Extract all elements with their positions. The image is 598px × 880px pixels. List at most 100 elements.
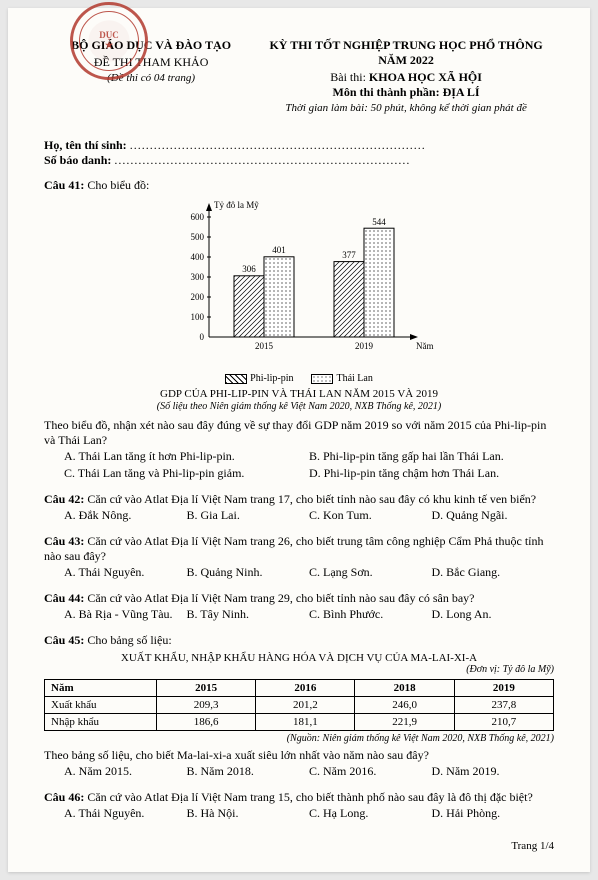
q45-b: B. Năm 2018. [187, 763, 310, 780]
q41-question: Theo biểu đồ, nhận xét nào sau đây đúng … [44, 418, 554, 448]
id-label: Số báo danh: [44, 153, 111, 167]
q43-b: B. Quảng Ninh. [187, 564, 310, 581]
svg-text:400: 400 [191, 252, 205, 262]
svg-text:401: 401 [272, 245, 286, 255]
q44-b: B. Tây Ninh. [187, 606, 310, 623]
q41-text: Cho biểu đồ: [87, 178, 149, 192]
q41-d: D. Phi-lip-pin tăng chậm hơn Thái Lan. [309, 465, 554, 482]
legend-ph: Phi-lip-pin [250, 373, 293, 384]
q42-c: C. Kon Tum. [309, 507, 432, 524]
legend-dots-icon [311, 374, 333, 384]
duration: Thời gian làm bài: 50 phút, không kể thờ… [258, 102, 554, 114]
exam-ref-sub: (Đề thi có 04 trang) [44, 72, 258, 84]
exam-page: DỤC★ BỘ GIÁO DỤC VÀ ĐÀO TẠO ĐỀ THI THAM … [8, 8, 590, 872]
q46-answers: A. Thái Nguyên. B. Hà Nội. C. Hạ Long. D… [64, 805, 554, 822]
q45-d: D. Năm 2019. [432, 763, 555, 780]
exam-title: KỲ THI TỐT NGHIỆP TRUNG HỌC PHỔ THÔNG NĂ… [258, 38, 554, 68]
svg-text:500: 500 [191, 232, 205, 242]
q43-answers: A. Thái Nguyên. B. Quảng Ninh. C. Lạng S… [64, 564, 554, 581]
q44-d: D. Long An. [432, 606, 555, 623]
q41-b: B. Phi-lip-pin tăng gấp hai lần Thái Lan… [309, 448, 554, 465]
q45-label: Câu 45: [44, 633, 84, 647]
name-dots: ........................................… [130, 138, 426, 152]
q43-a: A. Thái Nguyên. [64, 564, 187, 581]
q46-d: D. Hải Phòng. [432, 805, 555, 822]
table-header-row: Năm 2015 2016 2018 2019 [45, 680, 554, 697]
q41-chart-sub: (Số liệu theo Niên giám thống kê Việt Na… [44, 401, 554, 412]
bar-2019-ph [334, 262, 364, 337]
q41-chart: 0 100 200 300 400 500 600 Tỷ đô la Mỹ Nă… [44, 197, 554, 384]
svg-text:100: 100 [191, 312, 205, 322]
table-row: Nhập khẩu 186,6 181,1 221,9 210,7 [45, 714, 554, 731]
page-number: Trang 1/4 [44, 840, 554, 852]
q46-text: Căn cứ vào Atlat Địa lí Việt Nam trang 1… [87, 790, 532, 804]
q41-answers: A. Thái Lan tăng ít hơn Phi-lip-pin. B. … [64, 448, 554, 482]
q45-c: C. Năm 2016. [309, 763, 432, 780]
subject: Môn thi thành phần: ĐỊA LÍ [258, 85, 554, 100]
svg-text:544: 544 [372, 217, 386, 227]
name-label: Họ, tên thí sinh: [44, 138, 127, 152]
question-46: Câu 46: Căn cứ vào Atlat Địa lí Việt Nam… [44, 790, 554, 822]
svg-text:377: 377 [342, 250, 356, 260]
stamp-text: DỤC [99, 30, 119, 40]
chart-legend: Phi-lip-pin Thái Lan [44, 373, 554, 384]
q43-c: C. Lạng Sơn. [309, 564, 432, 581]
th-3: 2018 [355, 680, 454, 697]
question-42: Câu 42: Căn cứ vào Atlat Địa lí Việt Nam… [44, 492, 554, 524]
q43-text: Căn cứ vào Atlat Địa lí Việt Nam trang 2… [44, 534, 543, 563]
th-4: 2019 [454, 680, 553, 697]
q44-answers: A. Bà Rịa - Vũng Tàu. B. Tây Ninh. C. Bì… [64, 606, 554, 623]
candidate-fields: Họ, tên thí sinh: ......................… [44, 138, 554, 168]
q44-a: A. Bà Rịa - Vũng Tàu. [64, 606, 187, 623]
q45-answers: A. Năm 2015. B. Năm 2018. C. Năm 2016. D… [64, 763, 554, 780]
legend-hatch-icon [225, 374, 247, 384]
svg-text:300: 300 [191, 272, 205, 282]
subject-group: KHOA HỌC XÃ HỘI [369, 70, 482, 84]
q42-b: B. Gia Lai. [187, 507, 310, 524]
q45-tbl-title: XUẤT KHẨU, NHẬP KHẨU HÀNG HÓA VÀ DỊCH VỤ… [44, 652, 554, 664]
svg-text:306: 306 [242, 264, 256, 274]
seal-stamp: DỤC★ [70, 2, 148, 80]
question-45: Câu 45: Cho bảng số liệu: XUẤT KHẨU, NHẬ… [44, 633, 554, 780]
svg-text:2015: 2015 [255, 341, 274, 351]
subject-group-label: Bài thi: [330, 70, 369, 84]
q44-label: Câu 44: [44, 591, 84, 605]
svg-text:200: 200 [191, 292, 205, 302]
q43-d: D. Bắc Giang. [432, 564, 555, 581]
q45-tbl-src: (Nguồn: Niên giám thống kê Việt Nam 2020… [44, 733, 554, 744]
q42-text: Căn cứ vào Atlat Địa lí Việt Nam trang 1… [87, 492, 536, 506]
q44-text: Căn cứ vào Atlat Địa lí Việt Nam trang 2… [87, 591, 474, 605]
q41-a: A. Thái Lan tăng ít hơn Phi-lip-pin. [64, 448, 309, 465]
q42-a: A. Đắk Nông. [64, 507, 187, 524]
y-label: Tỷ đô la Mỹ [214, 200, 259, 210]
th-2: 2016 [256, 680, 355, 697]
x-label: Năm [416, 341, 434, 351]
q46-b: B. Hà Nội. [187, 805, 310, 822]
bar-2015-ph [234, 276, 264, 337]
q45-tbl-unit: (Đơn vị: Tỷ đô la Mỹ) [44, 664, 554, 675]
q46-label: Câu 46: [44, 790, 84, 804]
question-41: Câu 41: Cho biểu đồ: [44, 178, 554, 482]
q42-answers: A. Đắk Nông. B. Gia Lai. C. Kon Tum. D. … [64, 507, 554, 524]
th-0: Năm [45, 680, 157, 697]
q44-c: C. Bình Phước. [309, 606, 432, 623]
svg-text:2019: 2019 [355, 341, 374, 351]
bar-2015-th [264, 257, 294, 337]
y-axis: 0 100 200 300 400 500 600 [191, 212, 212, 342]
question-43: Câu 43: Căn cứ vào Atlat Địa lí Việt Nam… [44, 534, 554, 581]
legend-th: Thái Lan [336, 373, 372, 384]
q42-label: Câu 42: [44, 492, 84, 506]
q46-c: C. Hạ Long. [309, 805, 432, 822]
q41-chart-title: GDP CỦA PHI-LIP-PIN VÀ THÁI LAN NĂM 2015… [44, 388, 554, 400]
bar-chart-svg: 0 100 200 300 400 500 600 Tỷ đô la Mỹ Nă… [164, 197, 434, 367]
q46-a: A. Thái Nguyên. [64, 805, 187, 822]
th-1: 2015 [156, 680, 255, 697]
q41-c: C. Thái Lan tăng và Phi-lip-pin giảm. [64, 465, 309, 482]
q41-label: Câu 41: [44, 178, 84, 192]
q45-table: Năm 2015 2016 2018 2019 Xuất khẩu 209,3 … [44, 679, 554, 731]
svg-text:600: 600 [191, 212, 205, 222]
id-dots: ........................................… [114, 153, 410, 167]
svg-text:0: 0 [200, 332, 205, 342]
question-44: Câu 44: Căn cứ vào Atlat Địa lí Việt Nam… [44, 591, 554, 623]
bar-2019-th [364, 228, 394, 337]
